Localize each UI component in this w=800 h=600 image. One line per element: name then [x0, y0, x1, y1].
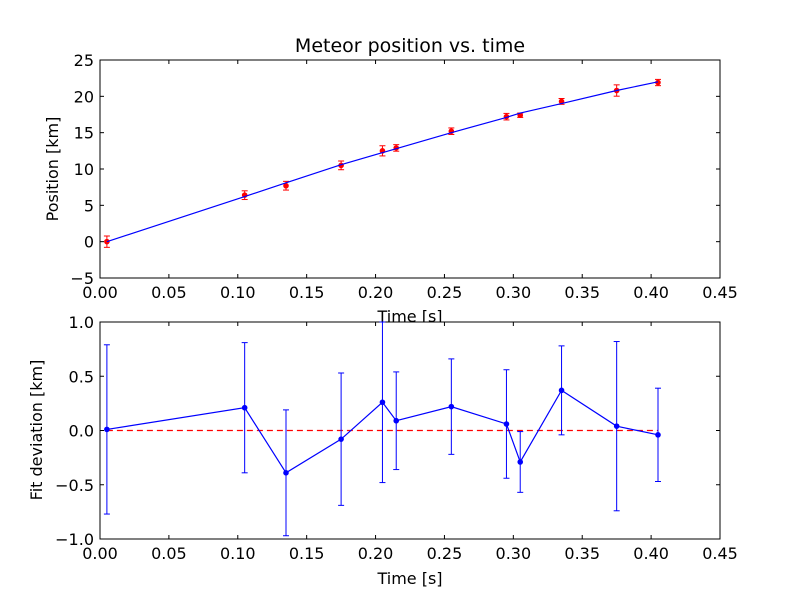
fit-line [106, 81, 659, 243]
bottom-x-tick-label: 0.20 [358, 544, 394, 563]
top-x-tick-label: 0.10 [220, 283, 256, 302]
bottom-x-tick-label: 0.25 [427, 544, 463, 563]
bottom-data-point [448, 403, 455, 410]
top-x-tick-label: 0.35 [564, 283, 600, 302]
bottom-data-point [241, 404, 248, 411]
top-data-layer [103, 78, 661, 248]
bottom-ticks: 0.00 0.05 0.10 0.15 0.20 0.25 0.30 0.35 0.40 0.45… [55, 313, 738, 563]
bottom-x-tick-label: 0.45 [702, 544, 738, 563]
bottom-data-point [283, 470, 289, 476]
bottom-data-point [655, 432, 661, 438]
top-y-tick-label: 5 [84, 196, 94, 215]
bottom-x-tick-label: 0.00 [82, 544, 118, 563]
top-x-tick-label: 0.00 [82, 283, 118, 302]
top-x-tick-label: 0.25 [427, 283, 463, 302]
bottom-x-axis-label: Time [s] [376, 569, 442, 588]
bottom-y-tick-label: 0.5 [69, 367, 94, 386]
bottom-y-tick-label: −0.5 [55, 476, 94, 495]
bottom-y-axis-label: Fit deviation [km] [27, 360, 46, 501]
bottom-data-point [613, 423, 620, 429]
bottom-data-point [104, 426, 110, 433]
bottom-data-point [379, 399, 386, 406]
bottom-data-layer [103, 321, 661, 537]
top-plot-area [99, 59, 721, 279]
top-x-tick-label: 0.45 [702, 283, 738, 302]
bottom-x-tick-label: 0.35 [564, 544, 600, 563]
bottom-data-point [517, 459, 524, 465]
bottom-y-tick-label: 0.0 [69, 422, 94, 441]
bottom-axes: 0.00 0.05 0.10 0.15 0.20 0.25 0.30 0.35 0.40 0.45… [27, 313, 738, 588]
bottom-x-tick-label: 0.30 [496, 544, 532, 563]
top-axes: 0.00 0.05 0.10 0.15 0.20 0.25 0.30 0.35 0.40 0.45… [43, 35, 738, 326]
top-y-tick-label: −5 [70, 269, 94, 288]
bottom-x-tick-label: 0.05 [151, 544, 187, 563]
top-y-tick-label: 15 [74, 124, 94, 143]
top-ticks: 0.00 0.05 0.10 0.15 0.20 0.25 0.30 0.35 0.40 0.45… [70, 51, 737, 302]
top-x-tick-label: 0.05 [151, 283, 187, 302]
top-chart-title: Meteor position vs. time [295, 35, 525, 57]
top-x-tick-label: 0.20 [358, 283, 394, 302]
top-x-axis-label: Time [s] [376, 307, 442, 326]
top-y-axis-label: Position [km] [43, 117, 62, 222]
top-y-tick-label: 10 [74, 160, 94, 179]
bottom-y-tick-label: 1.0 [69, 313, 94, 332]
top-y-tick-label: 25 [74, 51, 94, 70]
bottom-y-tick-label: −1.0 [55, 530, 94, 549]
bottom-x-tick-label: 0.40 [633, 544, 669, 563]
bottom-x-tick-label: 0.15 [289, 544, 325, 563]
bottom-data-point [338, 436, 344, 442]
top-x-tick-label: 0.30 [496, 283, 532, 302]
top-data-point [283, 182, 289, 189]
bottom-data-point [558, 387, 565, 394]
bottom-x-tick-label: 0.10 [220, 544, 256, 563]
top-y-tick-label: 20 [74, 87, 94, 106]
top-x-tick-label: 0.40 [633, 283, 669, 302]
top-y-tick-label: 0 [84, 233, 94, 252]
bottom-data-point [503, 421, 510, 427]
top-x-tick-label: 0.15 [289, 283, 325, 302]
deviation-line [106, 389, 659, 474]
bottom-data-point [393, 417, 400, 424]
